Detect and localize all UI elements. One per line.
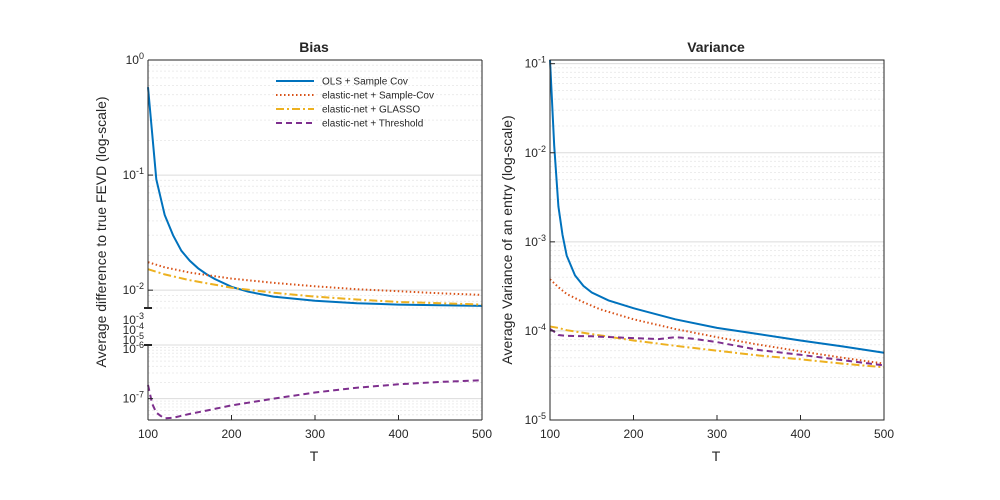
bias-title: Bias (299, 39, 329, 55)
bias-series-line-4 (147, 379, 483, 420)
variance-x-tick-label: 200 (623, 427, 643, 441)
variance-series-line-1 (549, 59, 885, 354)
variance-x-tick-label: 500 (874, 427, 894, 441)
bias-y-break-label: 10-6 (123, 340, 144, 356)
variance-x-axis-label: T (712, 448, 721, 464)
bias-x-tick-label: 400 (388, 427, 408, 441)
variance-y-tick-label: 10-5 (525, 411, 546, 427)
bias-chart: 100 10-1 10-2 10-310-410-510-6 10-7 100 200 300… (93, 39, 492, 464)
variance-series-line-4 (549, 328, 885, 367)
bias-x-axis-label: T (310, 448, 319, 464)
bias-x-tick-label: 500 (472, 427, 492, 441)
bias-y-tick-label: 10-2 (123, 281, 144, 297)
bias-y-break-label: 10-5 (123, 331, 144, 347)
variance-x-tick-label: 400 (790, 427, 810, 441)
bias-x-tick-label: 100 (138, 427, 158, 441)
bias-y-axis-label: Average difference to true FEVD (log-sca… (93, 96, 109, 367)
bias-axes: 100 10-1 10-2 10-310-410-510-6 10-7 100 200 300… (123, 51, 493, 441)
bias-series-group (147, 87, 483, 420)
bias-y-tick-label: 10-1 (123, 166, 144, 182)
bias-series-line-2 (147, 261, 483, 296)
legend-label-2: elastic-net + Sample-Cov (322, 91, 434, 102)
variance-x-tick-label: 100 (540, 427, 560, 441)
legend-label-3: elastic-net + GLASSO (322, 105, 420, 116)
variance-title: Variance (687, 39, 745, 55)
variance-y-axis-label: Average Variance of an entry (log-scale) (499, 115, 515, 364)
variance-series-group (549, 59, 885, 369)
legend: OLS + Sample Cov elastic-net + Sample-Cov… (276, 77, 434, 130)
bias-y-break-label: 10-4 (123, 321, 144, 337)
legend-label-1: OLS + Sample Cov (322, 77, 408, 88)
variance-y-tick-label: 10-1 (525, 55, 546, 71)
bias-x-tick-label: 200 (221, 427, 241, 441)
variance-y-tick-label: 10-4 (525, 322, 546, 338)
variance-x-tick-label: 300 (707, 427, 727, 441)
variance-series-line-2 (549, 278, 885, 365)
bias-y-tick-label: 10-7 (123, 390, 144, 406)
variance-y-tick-label: 10-2 (525, 144, 546, 160)
legend-label-4: elastic-net + Threshold (322, 119, 423, 130)
bias-series-line-1 (147, 87, 483, 307)
bias-y-tick-label: 100 (126, 51, 144, 67)
bias-x-tick-label: 300 (305, 427, 325, 441)
bias-series-line-3 (147, 268, 483, 306)
variance-y-tick-label: 10-3 (525, 233, 546, 249)
bias-y-break-label: 10-3 (123, 311, 144, 327)
